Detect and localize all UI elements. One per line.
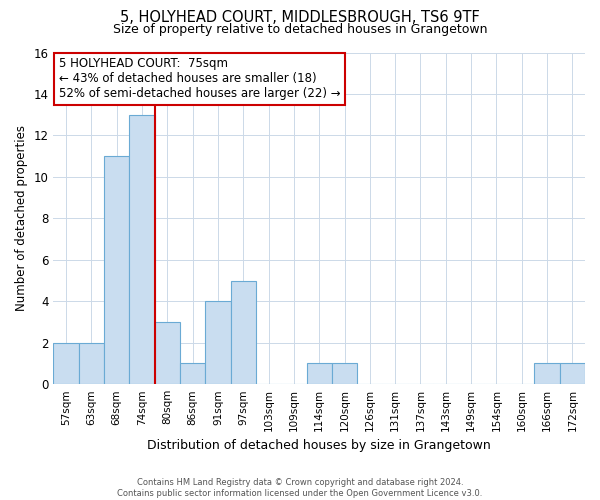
Bar (104, 156, 130, 384)
Bar (205, 302, 230, 384)
Text: Size of property relative to detached houses in Grangetown: Size of property relative to detached ho… (113, 22, 487, 36)
Bar (560, 364, 585, 384)
Bar (79, 342, 104, 384)
Bar (230, 280, 256, 384)
Text: Contains HM Land Registry data © Crown copyright and database right 2024.
Contai: Contains HM Land Registry data © Crown c… (118, 478, 482, 498)
Bar (130, 114, 155, 384)
Bar (535, 364, 560, 384)
Text: 5, HOLYHEAD COURT, MIDDLESBROUGH, TS6 9TF: 5, HOLYHEAD COURT, MIDDLESBROUGH, TS6 9T… (120, 10, 480, 25)
Bar (307, 364, 332, 384)
Bar (332, 364, 357, 384)
Bar (53, 342, 79, 384)
Bar (180, 364, 205, 384)
X-axis label: Distribution of detached houses by size in Grangetown: Distribution of detached houses by size … (148, 440, 491, 452)
Y-axis label: Number of detached properties: Number of detached properties (15, 126, 28, 312)
Text: 5 HOLYHEAD COURT:  75sqm
← 43% of detached houses are smaller (18)
52% of semi-d: 5 HOLYHEAD COURT: 75sqm ← 43% of detache… (59, 58, 340, 100)
Bar (155, 322, 180, 384)
